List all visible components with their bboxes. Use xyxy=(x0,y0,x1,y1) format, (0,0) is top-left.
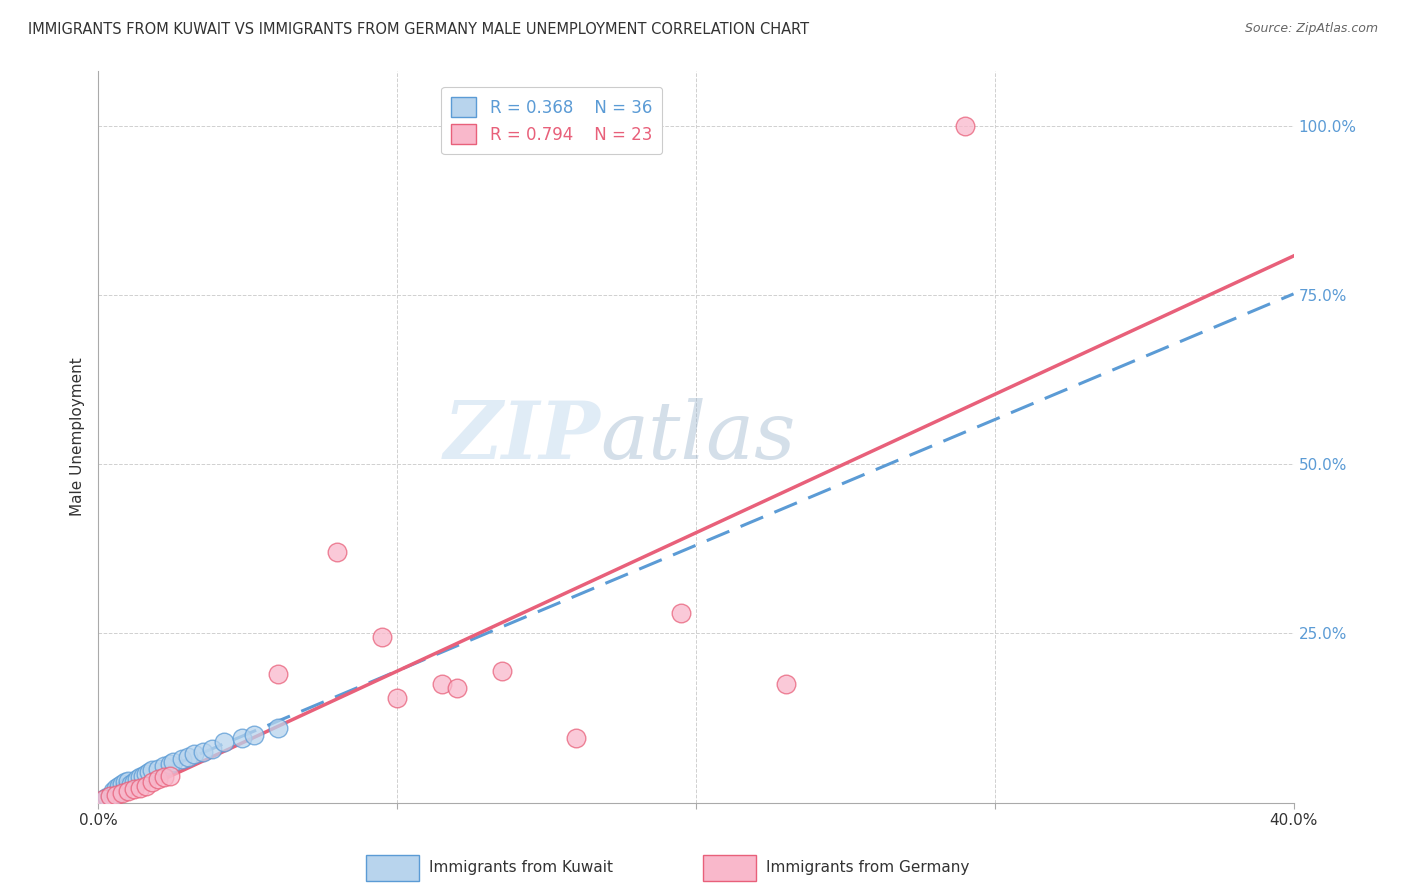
Point xyxy=(153,758,176,772)
Point xyxy=(93,792,115,806)
Point xyxy=(111,777,134,791)
Text: ZIP: ZIP xyxy=(443,399,600,475)
Point xyxy=(129,780,152,795)
Point xyxy=(953,119,976,133)
Point xyxy=(491,664,513,678)
Point xyxy=(103,788,125,802)
Point xyxy=(148,762,170,776)
Point xyxy=(111,783,134,797)
Point xyxy=(93,792,115,806)
Text: atlas: atlas xyxy=(600,399,796,475)
Point xyxy=(108,779,131,793)
Point xyxy=(96,790,118,805)
Point xyxy=(201,741,224,756)
Legend: R = 0.368    N = 36, R = 0.794    N = 23: R = 0.368 N = 36, R = 0.794 N = 23 xyxy=(441,87,662,154)
Point xyxy=(159,756,181,771)
Point xyxy=(108,782,131,797)
Point xyxy=(117,779,139,793)
Y-axis label: Male Unemployment: Male Unemployment xyxy=(70,358,86,516)
Point xyxy=(141,764,163,778)
Point xyxy=(267,721,290,735)
Point xyxy=(148,772,170,786)
Point xyxy=(446,681,468,695)
Point xyxy=(191,745,214,759)
Point xyxy=(114,780,136,795)
Point xyxy=(103,783,125,797)
Point xyxy=(124,782,146,797)
Point xyxy=(159,769,181,783)
Text: Immigrants from Kuwait: Immigrants from Kuwait xyxy=(429,861,613,875)
Point xyxy=(267,667,290,681)
Point xyxy=(124,775,146,789)
Point xyxy=(138,765,160,780)
Point xyxy=(117,783,139,797)
Text: Source: ZipAtlas.com: Source: ZipAtlas.com xyxy=(1244,22,1378,36)
Point xyxy=(141,775,163,789)
Point xyxy=(565,731,588,746)
Point xyxy=(385,690,409,705)
Point xyxy=(243,728,266,742)
Point xyxy=(105,786,128,800)
Point xyxy=(212,735,235,749)
Text: IMMIGRANTS FROM KUWAIT VS IMMIGRANTS FROM GERMANY MALE UNEMPLOYMENT CORRELATION : IMMIGRANTS FROM KUWAIT VS IMMIGRANTS FRO… xyxy=(28,22,810,37)
Point xyxy=(132,769,155,783)
Point xyxy=(129,770,152,784)
Point xyxy=(105,780,128,795)
Point xyxy=(326,545,349,559)
Point xyxy=(162,755,184,769)
Point xyxy=(371,630,394,644)
Point xyxy=(775,677,797,691)
Point xyxy=(231,731,253,746)
Point xyxy=(105,788,128,802)
Point xyxy=(100,789,122,803)
Point xyxy=(183,747,205,761)
Text: Immigrants from Germany: Immigrants from Germany xyxy=(766,861,970,875)
Point xyxy=(120,777,142,791)
Point xyxy=(127,772,149,786)
Point xyxy=(111,786,134,800)
Point xyxy=(135,779,157,793)
Point xyxy=(177,749,200,764)
Point xyxy=(100,789,122,803)
Point xyxy=(114,775,136,789)
Point xyxy=(117,774,139,789)
Point xyxy=(153,770,176,784)
Point xyxy=(135,767,157,781)
Point xyxy=(669,606,692,620)
Point xyxy=(430,677,453,691)
Point xyxy=(172,752,194,766)
